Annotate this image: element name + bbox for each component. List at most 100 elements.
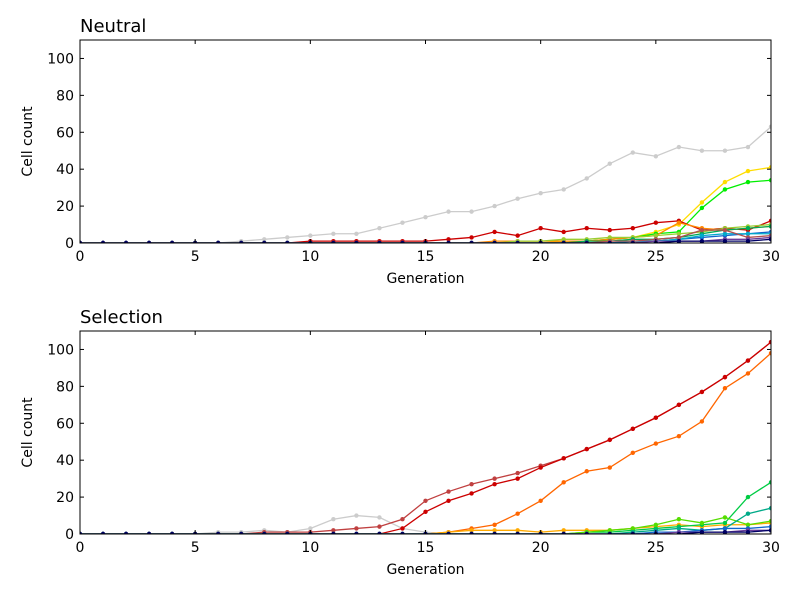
series-1-point — [377, 226, 382, 231]
series-3-point — [423, 509, 428, 515]
series-1-point — [354, 513, 359, 518]
series-7-point — [653, 522, 659, 527]
series-10-point — [699, 227, 705, 233]
series-2-point — [331, 528, 336, 533]
series-12-point — [377, 240, 382, 243]
series-3-point — [653, 415, 659, 420]
series-1-point — [630, 150, 635, 155]
series-11-point — [239, 531, 244, 534]
chart-panel-2: 0 5 10 15 20 25 30 0 20 40 60 80 100 Selection Generat… — [20, 307, 780, 578]
series-2-point — [699, 200, 705, 205]
y-tick-label: 100 — [47, 51, 74, 67]
x-tick-label: 10 — [301, 249, 319, 265]
series-4-point — [607, 227, 612, 233]
series-3-point — [745, 179, 751, 185]
series-10-point — [676, 235, 682, 240]
x-tick-label: 0 — [76, 540, 85, 556]
x-tick-label: 30 — [762, 249, 780, 265]
series-6-point — [745, 494, 751, 500]
series-4-point — [538, 226, 543, 231]
series-4-point — [768, 218, 771, 224]
series-11-point — [584, 531, 589, 534]
series-11-point — [492, 531, 497, 534]
series-4-point — [515, 233, 520, 238]
series-5-point — [676, 220, 682, 225]
series-2-point — [768, 165, 771, 170]
y-tick-label: 60 — [56, 125, 74, 141]
x-tick-label: 10 — [301, 540, 319, 556]
series-line-2 — [80, 341, 771, 534]
series-4-point — [722, 386, 728, 391]
series-2-point — [515, 470, 520, 476]
series-12-point — [354, 240, 359, 243]
series-8-point — [676, 526, 682, 531]
series-1-point — [492, 203, 497, 209]
series-1-point — [515, 196, 520, 201]
series-line-1 — [80, 126, 771, 243]
plot-area — [80, 339, 771, 534]
series-1-point — [400, 220, 405, 225]
series-3-point — [469, 491, 474, 496]
y-tick-label: 20 — [56, 490, 74, 506]
series-4-point — [607, 465, 612, 470]
series-7-point — [745, 226, 751, 231]
series-1-point — [607, 161, 612, 166]
chart-title: Neutral — [80, 16, 146, 37]
series-12-point — [100, 240, 106, 243]
series-1-point — [722, 148, 728, 153]
series-7-point — [630, 526, 635, 531]
series-5-point — [515, 528, 520, 533]
series-4-point — [584, 226, 589, 231]
series-9-point — [722, 231, 728, 236]
series-9-point — [722, 526, 728, 531]
series-1-point — [469, 209, 474, 214]
series-11-point — [561, 531, 566, 534]
series-1-point — [561, 187, 566, 192]
y-tick-label: 40 — [56, 162, 74, 178]
series-3-point — [722, 187, 728, 192]
series-4-point — [653, 441, 659, 446]
series-4-point — [561, 480, 566, 485]
series-12-point — [492, 240, 497, 243]
chart-panel-1: 0 5 10 15 20 25 30 0 20 40 60 80 100 Neutral Generatio… — [20, 16, 780, 287]
series-12-point — [768, 237, 771, 242]
y-tick-label: 80 — [56, 379, 74, 395]
series-6-point — [653, 233, 659, 238]
series-12-point — [469, 240, 474, 243]
series-3-point — [561, 456, 566, 461]
series-2-point — [423, 498, 428, 503]
series-12-point — [515, 240, 520, 243]
series-12-point — [745, 238, 751, 243]
series-8-point — [745, 511, 751, 516]
series-11-point — [676, 531, 682, 534]
x-tick-label: 5 — [191, 540, 200, 556]
series-11-point — [377, 531, 382, 534]
series-3-point — [630, 426, 635, 432]
series-2-point — [446, 489, 451, 494]
series-12-point — [699, 238, 705, 243]
series-1-point — [354, 231, 359, 236]
series-line-4 — [80, 352, 771, 534]
x-tick-label: 20 — [532, 249, 550, 265]
series-11-point — [354, 531, 359, 534]
series-12-point — [331, 240, 336, 243]
series-1-point — [285, 235, 290, 240]
series-12-point — [607, 240, 612, 243]
series-5-point — [561, 528, 566, 533]
series-12-point — [123, 240, 129, 243]
series-12-point — [722, 238, 728, 243]
y-tick-label: 60 — [56, 416, 74, 432]
series-11-point — [768, 528, 771, 533]
series-5-point — [492, 528, 497, 533]
series-7-point — [768, 518, 771, 524]
series-8-point — [768, 505, 771, 511]
series-11-point — [100, 531, 106, 534]
y-tick-label: 40 — [56, 453, 74, 469]
series-4-point — [515, 511, 520, 516]
series-4-point — [745, 371, 751, 376]
series-3-point — [607, 437, 612, 443]
series-1-point — [676, 144, 682, 150]
series-10-point — [722, 227, 728, 233]
series-1-point — [331, 517, 336, 522]
